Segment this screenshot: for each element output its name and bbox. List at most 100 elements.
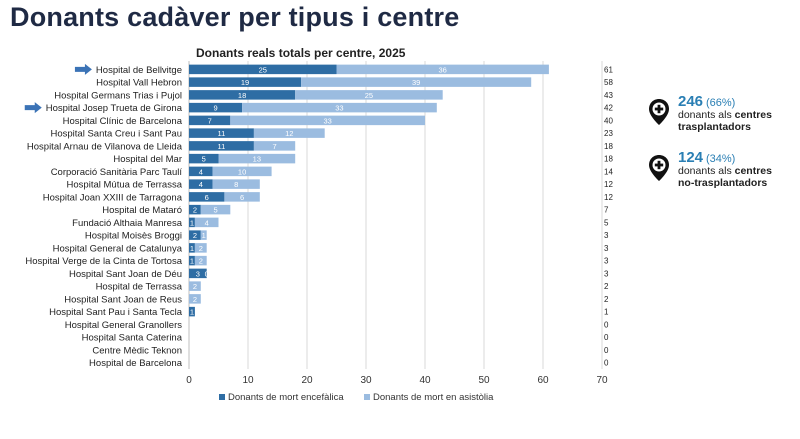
category-label: Fundació Althaia Manresa <box>72 218 183 229</box>
bar-total-label: 14 <box>604 167 613 176</box>
bar-label-asystole: 2 <box>193 295 197 304</box>
bar-segment-asystole <box>194 243 207 253</box>
bar-label-asystole: 5 <box>213 206 217 215</box>
stat-text-bold: no-trasplantadors <box>678 177 768 189</box>
bar-segment-brain-death <box>189 166 213 177</box>
bar-total-label: 0 <box>604 333 609 342</box>
category-label: Hospital Josep Trueta de Girona <box>46 103 183 114</box>
bar-total-label: 2 <box>604 295 609 304</box>
bar-label-brain-death: 1 <box>190 218 194 227</box>
bar-label-asystole: 8 <box>234 180 238 189</box>
x-tick-label: 10 <box>242 375 254 386</box>
bar-label-brain-death: 4 <box>199 167 203 176</box>
stat-text-bold: centres <box>734 109 772 121</box>
bar-label-asystole: 33 <box>323 116 331 125</box>
category-label: Hospital Mútua de Terrassa <box>67 180 183 191</box>
bar-label-brain-death: 1 <box>190 308 194 317</box>
category-label: Hospital Arnau de Vilanova de Lleida <box>27 141 183 152</box>
category-label: Hospital Sant Joan de Reus <box>64 294 182 305</box>
bar-total-label: 12 <box>604 180 613 189</box>
chart-title: Donants reals totals per centre, 2025 <box>196 46 406 60</box>
bar-label-asystole: 39 <box>412 78 420 87</box>
category-label: Centre Mèdic Teknon <box>92 345 182 356</box>
category-label: Hospital de Barcelona <box>89 358 183 369</box>
category-label: Hospital General de Catalunya <box>53 243 183 254</box>
stat-text-bold: trasplantadors <box>678 121 751 133</box>
bar-total-label: 0 <box>604 320 609 329</box>
bar-segment-brain-death <box>189 90 296 100</box>
bar-label-brain-death: 9 <box>213 104 217 113</box>
highlight-arrow-icon <box>24 102 42 114</box>
bar-label-asystole: 12 <box>285 129 293 138</box>
map-pin-plus-icon <box>649 99 669 125</box>
map-pin-plus-icon <box>649 155 669 181</box>
bar-label-asystole: 13 <box>253 155 261 164</box>
bar-segment-brain-death <box>189 115 231 126</box>
category-label: Hospital de Terrassa <box>96 282 183 293</box>
category-label: Hospital Sant Joan de Déu <box>69 269 182 280</box>
bar-segment-asystole <box>336 64 549 75</box>
stat-text: donants als <box>678 165 735 177</box>
bar-label-asystole: 1 <box>202 231 206 240</box>
x-tick-label: 40 <box>419 375 431 386</box>
bar-total-label: 61 <box>604 65 613 74</box>
category-label: Hospital Verge de la Cinta de Tortosa <box>25 256 182 267</box>
stat-percent: (34%) <box>705 153 736 165</box>
stat-percent: (66%) <box>705 97 736 109</box>
bar-segment-asystole <box>230 115 425 126</box>
bar-label-asystole: 7 <box>272 142 276 151</box>
bar-label-brain-death: 11 <box>218 142 226 151</box>
bar-segment-asystole <box>200 204 231 215</box>
category-label: Hospital General Granollers <box>65 320 182 331</box>
bar-label-asystole: 33 <box>335 104 343 113</box>
x-tick-label: 70 <box>596 375 608 386</box>
stat-text-bold: centres <box>734 165 772 177</box>
bar-total-label: 42 <box>604 104 613 113</box>
bar-total-label: 0 <box>604 359 609 368</box>
legend-label-brain-death: Donants de mort encefàlica <box>228 392 344 403</box>
bar-segment-asystole <box>253 141 296 151</box>
bar-label-brain-death: 11 <box>218 129 226 138</box>
bar-label-asystole: 0 <box>205 269 209 278</box>
category-label: Hospital Moisès Broggi <box>85 231 182 242</box>
category-label: Hospital Sant Pau i Santa Tecla <box>49 307 183 318</box>
bar-segment-brain-death <box>189 77 302 87</box>
bar-label-asystole: 36 <box>439 65 447 74</box>
bar-segment-asystole <box>189 281 201 291</box>
bar-segment-asystole <box>194 255 207 266</box>
bar-segment-asystole <box>301 77 532 87</box>
bar-segment-brain-death <box>189 255 195 266</box>
stat-text: donants als <box>678 109 735 121</box>
x-tick-label: 0 <box>186 375 192 386</box>
bar-total-label: 43 <box>604 91 613 100</box>
bar-label-asystole: 10 <box>238 167 246 176</box>
page-title: Donants cadàver per tipus i centre <box>10 2 460 32</box>
bar-total-label: 3 <box>604 231 609 240</box>
x-tick-label: 20 <box>301 375 313 386</box>
bar-label-brain-death: 3 <box>196 269 200 278</box>
bar-label-brain-death: 2 <box>193 206 197 215</box>
bar-label-asystole: 6 <box>240 193 244 202</box>
bar-segment-brain-death <box>189 128 254 138</box>
bar-label-brain-death: 25 <box>259 65 267 74</box>
bar-total-label: 40 <box>604 116 613 125</box>
category-label: Hospital de Bellvitge <box>96 65 182 76</box>
bar-label-brain-death: 1 <box>190 244 194 253</box>
bar-segment-brain-death <box>189 192 225 202</box>
bar-total-label: 1 <box>604 308 609 317</box>
bar-label-asystole: 4 <box>205 218 209 227</box>
bar-label-brain-death: 5 <box>202 155 206 164</box>
bar-segment-brain-death <box>189 204 201 215</box>
bar-label-asystole: 2 <box>199 257 203 266</box>
bar-segment-asystole <box>212 166 272 177</box>
bar-segment-brain-death <box>189 102 243 113</box>
bar-label-brain-death: 1 <box>190 257 194 266</box>
category-label: Hospital del Mar <box>113 154 182 165</box>
bar-segment-brain-death <box>189 141 254 151</box>
bar-segment-brain-death <box>189 153 219 164</box>
bar-segment-asystole <box>189 294 201 304</box>
category-label: Hospital Germans Trias i Pujol <box>54 90 182 101</box>
x-tick-label: 60 <box>537 375 549 386</box>
bar-segment-asystole <box>218 153 296 164</box>
bar-total-label: 2 <box>604 282 609 291</box>
